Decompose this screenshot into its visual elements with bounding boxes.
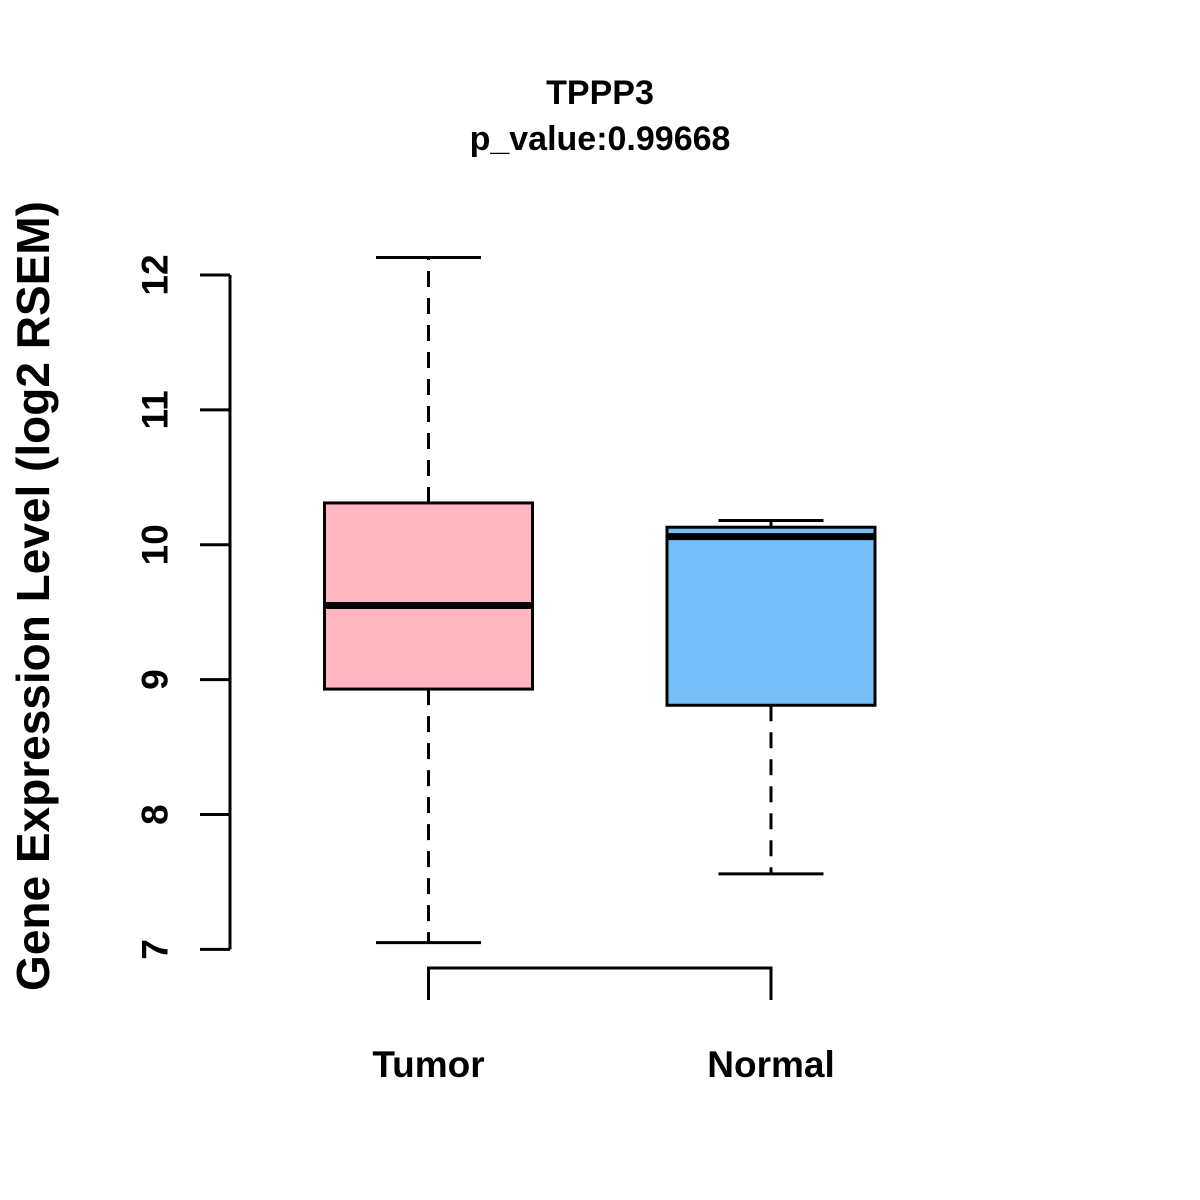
chart-subtitle: p_value:0.99668: [469, 120, 731, 158]
x-tick-label-tumor: Tumor: [372, 1044, 484, 1085]
y-tick-label: 10: [135, 524, 176, 565]
y-tick-label: 8: [135, 804, 176, 825]
y-tick-label: 11: [135, 390, 176, 429]
x-tick-label-normal: Normal: [707, 1044, 834, 1085]
y-tick-label: 7: [135, 939, 176, 960]
y-tick-label: 12: [135, 254, 176, 295]
normal-box: [665, 525, 877, 707]
tumor-box: [323, 501, 534, 691]
x-axis-bracket: [427, 966, 773, 1000]
y-tick-label: 9: [135, 669, 176, 690]
chart-title: TPPP3: [546, 74, 654, 112]
